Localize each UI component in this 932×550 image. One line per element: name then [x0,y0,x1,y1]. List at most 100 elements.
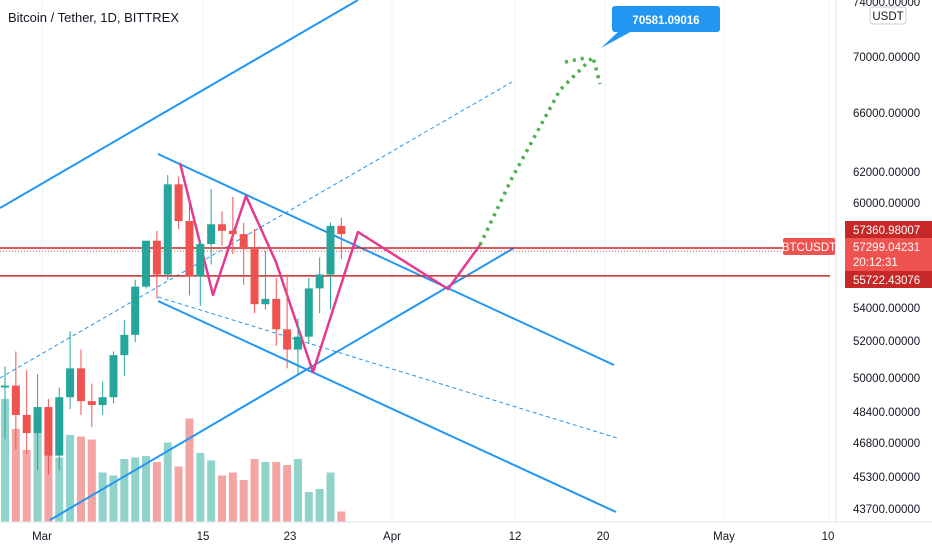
upper-level-value: 57360.98007 [853,225,920,237]
price-tick-label: 48400.00000 [853,407,920,419]
volume-bar [66,435,75,522]
volume-bar [44,442,53,522]
channel-upper-line [0,0,359,209]
volume-bar [87,439,96,522]
price-tick-label: 45300.00000 [853,472,920,484]
candle-body [304,288,313,337]
candle-body [76,368,85,402]
target-price-label: 70581.09016 [632,15,699,27]
falling-channel-median [157,296,618,439]
time-tick-label: 12 [509,531,522,543]
symbol-badge [783,238,835,255]
candle-body [283,329,292,350]
volume-bar [174,466,183,522]
price-tick-label: 50000.00000 [853,373,920,385]
time-tick-label: 20 [597,531,610,543]
candle-body [239,234,248,250]
candle-body [98,397,107,406]
candle-body [250,249,259,305]
price-tick-label: 66000.00000 [853,108,920,120]
candle-body [87,401,96,406]
volume-bar [109,475,118,522]
time-tick-label: Mar [32,531,52,543]
time-tick-label: Apr [383,531,401,543]
upper-level-badge [845,221,932,238]
price-tick-label: 46800.00000 [853,438,920,450]
volume-bar [142,456,151,522]
volume-bar [98,472,107,522]
price-badges: 57360.98007 57299.04231 20:12:31 55722.4307… [782,221,932,288]
candle-body [272,298,281,330]
candle-body [66,368,75,398]
volume-bar [131,457,140,522]
candle-body [33,407,42,434]
volume-bar [272,462,281,522]
volume-bar [261,462,270,522]
volume-bar [22,450,31,522]
channel-median-line [0,81,513,379]
volume-bar [207,460,216,522]
target-badge-pointer [601,30,634,48]
volume-bar [185,418,194,522]
candle-body [315,274,324,289]
volume-bar [120,459,129,522]
channel-lower-line [49,247,515,521]
candle-body [1,385,9,388]
time-axis-bg [0,522,932,550]
currency-label: USDT [872,11,903,23]
price-tick-label: 74000.00000 [853,0,920,9]
candle-body [11,385,20,415]
candle-body [22,414,31,434]
candle-body [174,184,183,222]
volume-bar [196,453,205,522]
price-tick-label: 62000.00000 [853,167,920,179]
last-price-value: 57299.04231 [853,242,920,254]
candle-body [207,224,216,245]
volume-bar [250,459,259,522]
drawings [0,0,830,521]
price-tick-label: 54000.00000 [853,303,920,315]
candle-body [337,225,346,235]
candle-body [120,334,129,356]
volume-bar [76,436,85,522]
volume-bar [152,462,161,522]
volume-bar [55,457,64,522]
volume-bar [163,442,172,522]
candle-body [152,240,161,275]
price-tick-label: 70000.00000 [853,52,920,64]
candle-body [163,184,172,275]
price-tick-label: 52000.00000 [853,336,920,348]
projection-path [478,53,602,246]
volume-bar [304,492,313,522]
currency-box [869,6,907,25]
price-tick-label: 43700.00000 [853,504,920,516]
candle-body [218,224,226,231]
volume-bar [11,429,20,522]
candle-body [326,225,335,275]
volume-bar [293,459,302,522]
candle-body [261,298,270,305]
last-price-badge [845,238,932,271]
volume-bars [1,399,346,522]
target-badge-bg [612,6,720,32]
symbol-label: BTCUSDT [782,242,836,254]
chart-title: Bitcoin / Tether, 1D, BITTREX [8,10,179,25]
countdown-value: 20:12:31 [853,257,898,269]
volume-bar [1,399,9,522]
candle-body [228,230,237,235]
price-tick-label: 60000.00000 [853,198,920,210]
time-tick-label: 10 [822,531,835,543]
volume-bar [218,475,226,522]
volume-bar [337,511,346,522]
pattern-zigzag [178,162,482,374]
volume-bar [326,472,335,522]
volume-bar [228,472,237,522]
time-tick-label: 15 [197,531,210,543]
target-callout: 70581.09016 [601,6,720,48]
lower-level-value: 55722.43076 [853,275,920,287]
falling-channel-lower [157,300,617,513]
candles [1,174,346,475]
candle-body [196,244,205,277]
